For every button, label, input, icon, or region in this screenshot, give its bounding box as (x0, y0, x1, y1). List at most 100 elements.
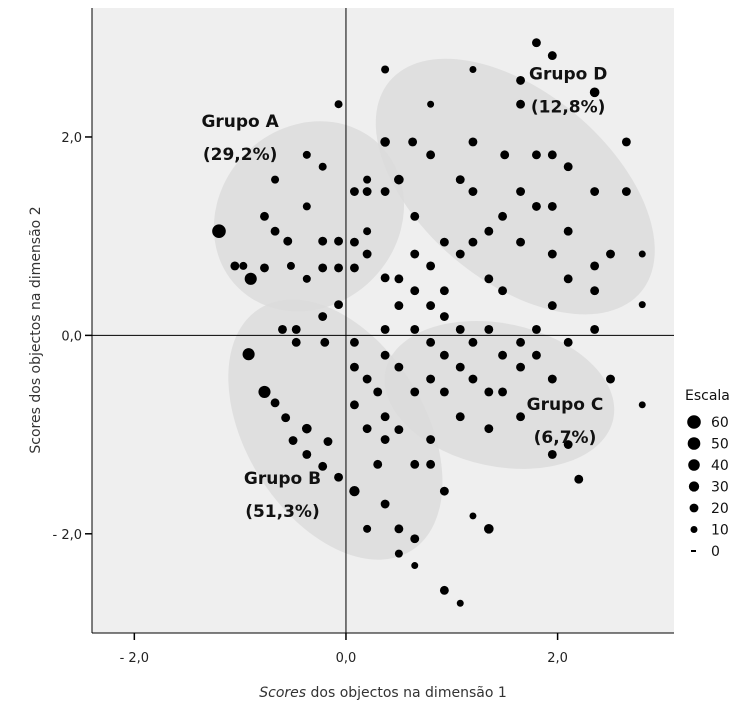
data-point (380, 137, 390, 147)
legend-label: 20 (711, 501, 729, 517)
data-point (410, 211, 420, 221)
data-point (532, 150, 541, 160)
data-point (278, 324, 287, 334)
data-point (258, 385, 271, 398)
data-point (589, 87, 600, 98)
data-point (590, 261, 600, 271)
data-point (410, 534, 420, 544)
data-point (606, 374, 615, 384)
y-tick-label: 0,0 (61, 329, 82, 344)
group-ellipse-3 (375, 58, 655, 315)
data-point (363, 524, 372, 533)
data-point (484, 324, 494, 334)
data-point (439, 486, 449, 496)
legend-title: Escala (685, 388, 730, 404)
data-point (362, 424, 372, 434)
data-point (439, 387, 449, 397)
data-point (426, 301, 436, 311)
data-point (455, 412, 465, 422)
data-point (302, 449, 312, 459)
data-point (439, 286, 449, 296)
data-point (484, 524, 494, 534)
data-point (484, 226, 494, 236)
data-point (468, 374, 478, 384)
data-point (302, 202, 311, 211)
data-point (380, 187, 390, 196)
data-point (410, 249, 420, 259)
data-point (334, 300, 343, 310)
data-point (283, 236, 293, 246)
group-label-pct: (29,2%) (203, 145, 278, 165)
data-point (498, 350, 508, 360)
data-point (638, 250, 646, 258)
data-point (394, 549, 403, 558)
data-point (408, 137, 418, 147)
data-point (394, 301, 404, 311)
data-point (547, 249, 557, 259)
group-labels: Grupo A (29,2%) Grupo B (51,3%) Grupo C (6,7%… (201, 64, 607, 522)
group-label-name: Grupo A (201, 112, 279, 132)
data-point (362, 374, 372, 384)
reference-lines (92, 8, 674, 633)
data-point (427, 100, 435, 108)
group-label-name: Grupo D (529, 64, 607, 84)
data-point (638, 401, 646, 409)
data-point (291, 337, 301, 347)
data-point (349, 337, 359, 347)
y-tick-label: 2,0 (61, 131, 82, 146)
data-point (281, 413, 291, 423)
data-point (498, 387, 508, 397)
data-point (563, 337, 573, 347)
legend-label: 40 (711, 458, 729, 474)
data-point (260, 211, 269, 221)
legend-label: 30 (711, 480, 729, 496)
legend-marker (691, 550, 696, 552)
legend-marker (688, 459, 700, 471)
data-point (439, 237, 449, 247)
data-point (363, 227, 372, 236)
data-point (455, 324, 465, 334)
legend-marker (690, 526, 698, 533)
data-point (394, 425, 404, 435)
data-point (349, 485, 360, 497)
x-axis-title: Scores dos objectos na dimensão 1 (259, 685, 507, 701)
data-point (426, 150, 436, 160)
x-tick-label: - 2,0 (120, 651, 150, 666)
data-point (362, 187, 372, 196)
data-point (260, 263, 269, 273)
group-ellipses (213, 58, 655, 560)
data-point (270, 398, 280, 408)
data-point (212, 224, 226, 239)
data-point (291, 324, 301, 334)
legend-marker (687, 415, 701, 429)
data-point (334, 100, 343, 109)
data-point (532, 350, 541, 360)
data-point (410, 286, 420, 296)
y-axis-title: Scores dos objectos na dimensão 2 (28, 206, 44, 453)
group-label-name: Grupo C (527, 395, 604, 415)
data-point (318, 461, 328, 471)
data-point (621, 137, 631, 147)
data-point (498, 211, 508, 221)
data-point (349, 263, 359, 273)
data-point (318, 263, 328, 273)
data-point (563, 274, 573, 284)
data-point (516, 337, 525, 347)
data-point (469, 512, 477, 520)
data-point (318, 312, 328, 321)
data-point (484, 387, 494, 397)
data-point (456, 599, 464, 607)
data-point (394, 174, 404, 185)
data-point (455, 362, 465, 372)
group-label-pct: (51,3%) (245, 502, 320, 522)
data-points (212, 38, 646, 607)
data-point (349, 400, 359, 410)
data-point (373, 459, 383, 469)
group-label-name: Grupo B (244, 469, 321, 489)
data-point (516, 75, 525, 85)
data-point (590, 187, 600, 196)
data-point (547, 51, 557, 61)
legend-label: 60 (711, 415, 729, 431)
data-point (362, 249, 372, 259)
